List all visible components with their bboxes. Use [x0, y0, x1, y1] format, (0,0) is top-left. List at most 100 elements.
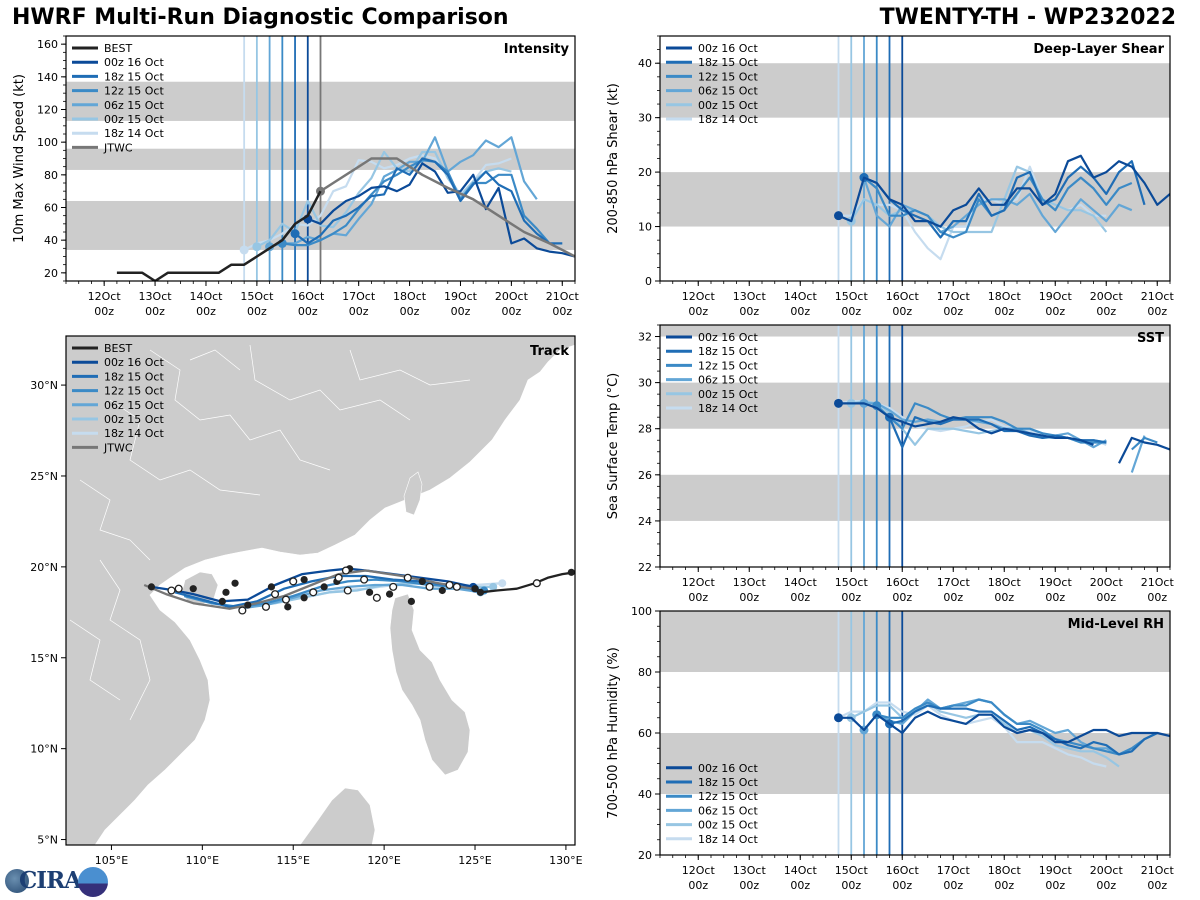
x-tick-hour: 00z: [739, 879, 759, 892]
lon-tick-label: 105°E: [95, 854, 128, 867]
x-tick-date: 14Oct: [784, 576, 818, 589]
cira-logo: CIRA: [5, 866, 108, 898]
y-tick-label: 80: [44, 169, 58, 182]
panel-title: Intensity: [504, 42, 570, 57]
y-axis-label: Sea Surface Temp (°C): [606, 373, 621, 520]
series-start-marker: [252, 242, 262, 252]
series-line-18z-15-oct: [863, 160, 1146, 239]
legend-label: 18z 14 Oct: [698, 833, 758, 846]
series-line-00z-16-oct: [838, 402, 1170, 464]
x-tick-date: 19Oct: [1039, 290, 1073, 303]
x-tick-date: 18Oct: [988, 290, 1022, 303]
land-taiwan: [403, 471, 423, 516]
x-tick-hour: 00z: [841, 591, 861, 604]
legend-label: 00z 15 Oct: [698, 99, 758, 112]
plot-area: [660, 325, 1170, 567]
track-point-filled: [385, 590, 394, 598]
track-point-filled: [407, 597, 415, 606]
chart-shear: 0 10 20 30 40 12Oct 00z 13Oct 00z 14Oct 00z 15Oct 00…: [606, 35, 1175, 318]
track-point-open: [167, 586, 176, 595]
track-point-open: [271, 590, 280, 599]
x-tick-hour: 00z: [349, 305, 369, 318]
x-tick-hour: 00z: [1147, 591, 1167, 604]
map-land: [66, 336, 575, 845]
x-tick-hour: 00z: [943, 879, 963, 892]
x-tick-hour: 00z: [688, 305, 708, 318]
y-tick-label: 60: [638, 727, 652, 740]
threshold-band: [660, 63, 1170, 118]
track-point-filled: [218, 597, 226, 606]
x-tick-date: 14Oct: [784, 290, 818, 303]
x-tick-date: 13Oct: [733, 576, 767, 589]
x-tick-hour: 00z: [739, 591, 759, 604]
legend-label: 00z 15 Oct: [698, 819, 758, 832]
land-philippines: [389, 593, 471, 776]
track-point-filled: [567, 568, 575, 576]
x-tick-date: 14Oct: [784, 864, 818, 877]
track-point-open: [238, 606, 247, 615]
legend-label: 18z 14 Oct: [698, 113, 758, 126]
x-tick-date: 16Oct: [886, 290, 920, 303]
lon-tick-label: 110°E: [186, 854, 219, 867]
track-point-filled: [284, 603, 292, 611]
track-point-filled: [438, 586, 446, 595]
track-point-open: [281, 595, 291, 604]
track-point-open: [403, 573, 412, 582]
legend-label: 06z 15 Oct: [104, 99, 164, 112]
y-tick-label: 40: [638, 57, 652, 70]
legend-label: 06z 15 Oct: [698, 374, 758, 387]
track-start-marker: [498, 579, 507, 588]
legend-label: 00z 16 Oct: [698, 42, 758, 55]
chart-sst: 22 24 26 28 30 32 12Oct 00z 13Oct 00z 14Oct 00z 15Oc…: [606, 324, 1175, 604]
x-tick-date: 21Oct: [1141, 290, 1175, 303]
x-tick-hour: 00z: [1096, 591, 1116, 604]
track-point-open: [372, 593, 381, 602]
x-tick-hour: 00z: [247, 305, 267, 318]
x-tick-hour: 00z: [552, 305, 572, 318]
x-tick-hour: 00z: [688, 591, 708, 604]
series-start-marker: [239, 245, 249, 255]
x-tick-hour: 00z: [501, 305, 521, 318]
x-tick-date: 18Oct: [393, 290, 427, 303]
series-start-marker: [834, 713, 843, 723]
x-tick-hour: 00z: [943, 591, 963, 604]
lat-tick-label: 10°N: [30, 743, 58, 756]
chart-track: 105°E 110°E 115°E 120°E 125°E 130°E 5°N 10°N 15°…: [30, 335, 583, 867]
legend-label: 12z 15 Oct: [698, 790, 758, 803]
track-point-open: [309, 588, 318, 597]
map-frame: [65, 335, 576, 846]
x-tick-hour: 00z: [688, 879, 708, 892]
track-point-open: [452, 582, 461, 591]
x-tick-hour: 00z: [892, 879, 912, 892]
legend-label: 18z 15 Oct: [698, 56, 758, 69]
series-start-marker: [290, 229, 300, 239]
legend-label: 18z 15 Oct: [698, 776, 758, 789]
series-line-12z-15-oct: [282, 159, 551, 247]
x-tick-date: 16Oct: [291, 290, 325, 303]
panel-title: SST: [1137, 331, 1164, 346]
x-tick-date: 20Oct: [1090, 864, 1124, 877]
x-tick-date: 12Oct: [682, 290, 716, 303]
series-line-00z-16-oct: [838, 710, 1170, 744]
legend-label: 06z 15 Oct: [104, 399, 164, 412]
panel-title: Mid-Level RH: [1068, 617, 1164, 632]
legend-label: 12z 15 Oct: [104, 385, 164, 398]
x-tick-date: 21Oct: [1141, 576, 1175, 589]
y-axis-label: 10m Max Wind Speed (kt): [12, 74, 27, 243]
x-tick-hour: 00z: [892, 305, 912, 318]
lon-tick-label: 115°E: [277, 854, 310, 867]
x-tick-date: 20Oct: [495, 290, 529, 303]
track-point-open: [289, 577, 298, 586]
y-tick-label: 30: [638, 112, 652, 125]
x-tick-hour: 00z: [1045, 305, 1065, 318]
x-tick-date: 15Oct: [240, 290, 274, 303]
x-tick-date: 20Oct: [1090, 290, 1124, 303]
y-tick-label: 28: [638, 423, 652, 436]
track-point-open: [343, 586, 352, 595]
x-tick-date: 18Oct: [988, 864, 1022, 877]
track-point-filled: [267, 583, 276, 591]
x-tick-hour: 00z: [1045, 591, 1065, 604]
x-tick-date: 17Oct: [937, 290, 971, 303]
x-tick-hour: 00z: [400, 305, 420, 318]
y-axis-label: 200-850 hPa Shear (kt): [606, 83, 621, 234]
